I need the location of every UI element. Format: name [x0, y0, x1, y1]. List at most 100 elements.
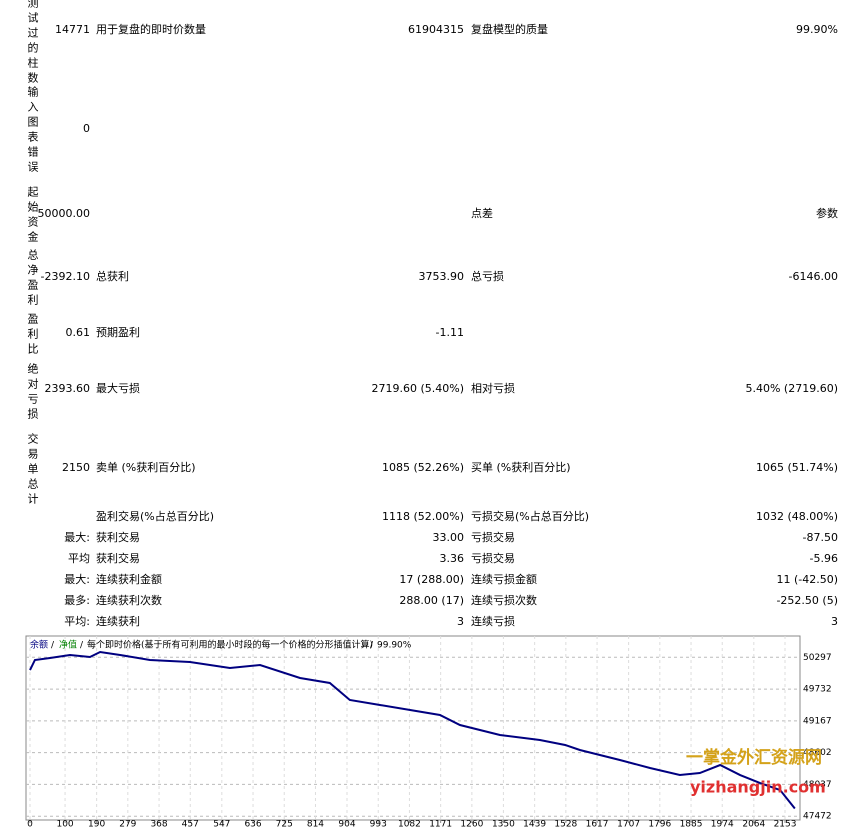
- report-cell: 连续获利: [96, 615, 140, 628]
- report-cell: 33.00: [432, 531, 465, 544]
- report-cell: -1.11: [435, 326, 464, 339]
- report-cell: 11 (-42.50): [776, 573, 838, 586]
- x-tick-label: 0: [27, 820, 33, 830]
- report-cell: 1065 (51.74%): [755, 461, 838, 474]
- side-label: 测试过的柱数: [26, 0, 39, 87]
- report-cell: 平均:: [64, 615, 90, 628]
- report-cell: 1032 (48.00%): [755, 510, 838, 523]
- report-cell: -252.50 (5): [776, 594, 838, 607]
- report-cell: 获利交易: [96, 552, 140, 565]
- x-tick-label: 190: [88, 820, 105, 830]
- report-cell: 复盘模型的质量: [471, 23, 548, 36]
- separator: /: [80, 641, 84, 651]
- x-tick-label: 279: [119, 820, 136, 830]
- side-label: 盈利比: [26, 313, 39, 358]
- side-label: 交易单总计: [26, 433, 39, 508]
- report-cell: 卖单 (%获利百分比): [96, 461, 196, 474]
- report-cell: 3.36: [439, 552, 465, 565]
- x-tick-label: 2153: [774, 820, 797, 830]
- x-tick-label: 100: [56, 820, 73, 830]
- report-cell: 2719.60 (5.40%): [371, 382, 464, 395]
- chart-quality: 99.90%: [377, 641, 412, 651]
- report-cell: 相对亏损: [471, 382, 515, 395]
- report-cell: -2392.10: [40, 270, 90, 283]
- report-cell: 2150: [62, 461, 90, 474]
- report-cell: 亏损交易(%占总百分比): [471, 510, 590, 523]
- report-cell: 连续亏损次数: [471, 594, 537, 607]
- x-tick-label: 814: [307, 820, 324, 830]
- x-tick-label: 368: [150, 820, 167, 830]
- x-tick-label: 1617: [586, 820, 609, 830]
- x-tick-label: 904: [338, 820, 355, 830]
- report-cell: 288.00 (17): [399, 594, 464, 607]
- report-cell: 点差: [471, 207, 493, 220]
- x-tick-label: 1260: [460, 820, 483, 830]
- x-tick-label: 1082: [398, 820, 421, 830]
- x-tick-label: 993: [370, 820, 387, 830]
- report-cell: -87.50: [802, 531, 838, 544]
- y-tick-label: 49732: [803, 685, 832, 695]
- report-cell: 17 (288.00): [399, 573, 464, 586]
- x-tick-label: 1171: [429, 820, 452, 830]
- balance-line: [29, 650, 796, 810]
- report-cell: 连续获利金额: [96, 573, 162, 586]
- report-cell: 亏损交易: [471, 531, 515, 544]
- report-cell: 最大:: [64, 531, 90, 544]
- report-cell: 2393.60: [44, 382, 91, 395]
- x-tick-label: 1885: [680, 820, 703, 830]
- report-cell: 亏损交易: [471, 552, 515, 565]
- report-cell: 预期盈利: [96, 326, 140, 339]
- report-cell: 总亏损: [471, 270, 504, 283]
- watermark: 一掌金外汇资源网: [686, 747, 822, 768]
- report-cell: 5.40% (2719.60): [745, 382, 838, 395]
- x-tick-label: 547: [213, 820, 230, 830]
- report-cell: 0: [83, 122, 90, 135]
- x-tick-label: 1439: [523, 820, 546, 830]
- x-tick-label: 725: [276, 820, 293, 830]
- separator: /: [51, 641, 55, 651]
- report-cell: 连续亏损金额: [471, 573, 537, 586]
- x-tick-label: 2064: [742, 820, 765, 830]
- report-cell: 连续获利次数: [96, 594, 162, 607]
- balance-chart: 余额 / 净值 / 每个即时价格(基于所有可利用的最小时段的每一个价格的分形插值…: [25, 635, 832, 830]
- report-cell: 3753.90: [418, 270, 465, 283]
- x-tick-label: 636: [244, 820, 261, 830]
- side-label: 起始资金: [26, 186, 39, 246]
- legend-equity: 净值: [59, 639, 77, 651]
- legend-balance: 余额: [30, 639, 48, 651]
- report-cell: 连续亏损: [471, 615, 515, 628]
- report-cell: 平均: [68, 552, 90, 565]
- report-cell: 总获利: [96, 270, 129, 283]
- report-cell: 盈利交易(%占总百分比): [96, 510, 215, 523]
- report-cell: 买单 (%获利百分比): [471, 461, 571, 474]
- report-cell: 参数: [816, 207, 838, 220]
- chart-frame: [25, 635, 801, 821]
- y-tick-label: 49167: [803, 716, 832, 726]
- report-cell: 99.90%: [796, 23, 838, 36]
- side-label: 输入图表错误: [26, 86, 39, 176]
- report-cell: 3: [831, 615, 838, 628]
- report-cell: 最大亏损: [96, 382, 140, 395]
- report-cell: 获利交易: [96, 531, 140, 544]
- report-cell: -6146.00: [788, 270, 838, 283]
- report-cell: 50000.00: [37, 207, 91, 220]
- chart-title: 每个即时价格(基于所有可利用的最小时段的每一个价格的分形插值计算): [87, 639, 373, 651]
- y-tick-label: 48602: [803, 748, 832, 758]
- x-tick-label: 1796: [648, 820, 671, 830]
- watermark: yizhangjin.com: [690, 778, 826, 797]
- x-tick-label: 1974: [711, 820, 734, 830]
- report-cell: 1118 (52.00%): [381, 510, 464, 523]
- report-cell: -5.96: [809, 552, 838, 565]
- x-tick-label: 1528: [554, 820, 577, 830]
- report-cell: 1085 (52.26%): [381, 461, 464, 474]
- x-tick-label: 457: [182, 820, 199, 830]
- report-cell: 最大:: [64, 573, 90, 586]
- report-cell: 用于复盘的即时价数量: [96, 23, 206, 36]
- report-cell: 最多:: [64, 594, 90, 607]
- report-cell: 3: [457, 615, 464, 628]
- report-cell: 61904315: [408, 23, 464, 36]
- report-cell: 14771: [55, 23, 90, 36]
- report-cell: 0.61: [65, 326, 91, 339]
- grid: [26, 636, 800, 820]
